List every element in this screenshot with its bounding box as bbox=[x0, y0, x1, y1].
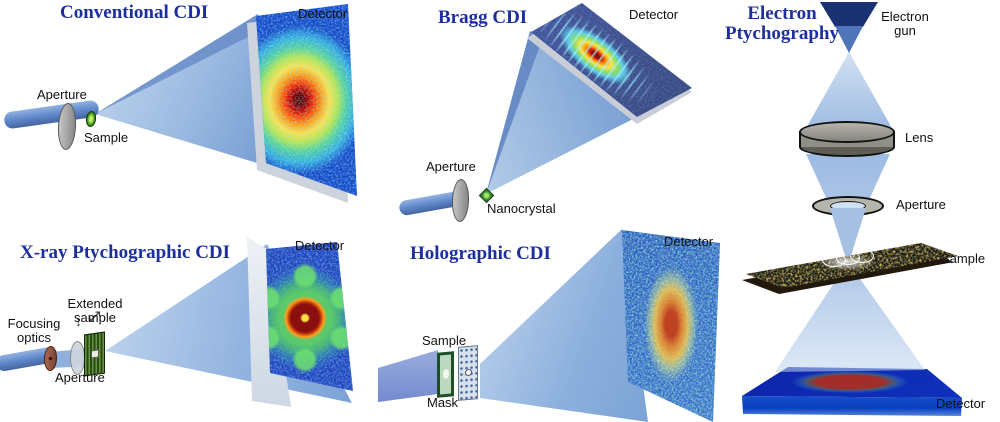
bragg-aperture-label: Aperture bbox=[426, 159, 476, 174]
holographic-sample-plate bbox=[437, 351, 454, 398]
sample-feature bbox=[91, 349, 99, 359]
xray-title: X-ray Ptychographic CDI bbox=[20, 242, 231, 263]
holographic-mask-plate bbox=[458, 345, 478, 401]
electron-title: Electron Ptychography bbox=[725, 3, 839, 44]
electron-aperture-label: Aperture bbox=[896, 197, 946, 212]
conventional-sample-dot bbox=[84, 110, 98, 128]
electron-detector-front-face bbox=[742, 396, 962, 416]
lens-top-face bbox=[799, 121, 895, 143]
xray-detector-label: Detector bbox=[295, 238, 345, 253]
holographic-sample-label: Sample bbox=[422, 333, 467, 348]
lens-label: Lens bbox=[905, 130, 934, 145]
mask-reference-hole bbox=[465, 368, 472, 377]
conventional-sample-label: Sample bbox=[84, 130, 129, 145]
scan-vertical-arrow-icon: ↕ bbox=[75, 313, 82, 329]
bragg-nanocrystal-label: Nanocrystal bbox=[487, 201, 556, 216]
holographic-detector-label: Detector bbox=[664, 234, 714, 249]
probe-position-circle bbox=[850, 249, 874, 263]
holographic-mask-label: Mask bbox=[427, 395, 459, 410]
sample-window bbox=[443, 368, 449, 380]
xray-aperture-label: Aperture bbox=[55, 370, 105, 385]
electron-detector-label: Detector bbox=[936, 396, 986, 411]
conventional-aperture-label: Aperture bbox=[37, 87, 87, 102]
xray-diffraction-pattern bbox=[266, 242, 353, 391]
conventional-detector-label: Detector bbox=[298, 6, 348, 21]
focusing-optics-label: Focusing optics bbox=[7, 316, 61, 346]
holographic-title: Holographic CDI bbox=[410, 243, 551, 264]
bragg-title: Bragg CDI bbox=[438, 7, 528, 28]
bragg-aperture-disk bbox=[451, 178, 470, 223]
conventional-xray-beam bbox=[3, 99, 100, 130]
bragg-detector-label: Detector bbox=[629, 7, 679, 22]
conventional-title: Conventional CDI bbox=[60, 2, 209, 23]
electron-beam-cone-upper bbox=[805, 52, 893, 130]
scan-diagonal-arrow-icon: ⤢ bbox=[89, 308, 101, 324]
electron-sample-label: Sample bbox=[941, 251, 986, 266]
extended-sample-label: Extended sample bbox=[67, 296, 123, 326]
electron-gun-label: Electron gun bbox=[881, 9, 929, 39]
